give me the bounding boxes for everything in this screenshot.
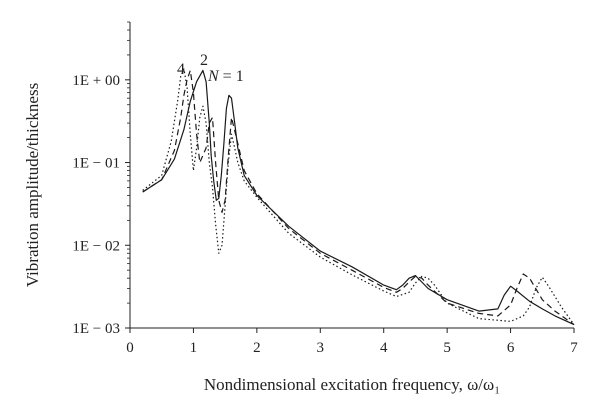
x-tick-label: 5: [443, 340, 451, 356]
x-tick-label: 1: [190, 340, 198, 356]
series-line-2: [142, 69, 575, 326]
x-tick-label: 7: [570, 340, 578, 356]
y-tick-label: 1E − 03: [72, 321, 120, 337]
x-tick-label: 2: [253, 340, 261, 356]
y-tick-label: 1E − 01: [72, 156, 120, 172]
x-tick-label: 4: [380, 340, 388, 356]
y-axis-label: Vibration amplitude/thickness: [23, 83, 42, 287]
series-label-2: 2: [200, 52, 208, 69]
axes: 0 1 2 3 4 5 6 7 1E + 00 1E − 01 1E − 02 1E − 03: [72, 21, 578, 356]
plot-area: 42N = 1: [142, 52, 575, 326]
x-tick-label: 0: [126, 340, 134, 356]
y-tick-label: 1E − 02: [72, 238, 120, 254]
series-label-4: 4: [177, 61, 185, 78]
series-label-n1: N = 1: [207, 68, 244, 85]
labels: Nondimensional excitation frequency, ω/ω…: [23, 83, 500, 394]
series-line-n-1: [142, 69, 575, 326]
x-axis-label: Nondimensional excitation frequency, ω/ω…: [204, 375, 500, 394]
x-tick-label: 6: [507, 340, 515, 356]
x-tick-label: 3: [317, 340, 325, 356]
y-tick-label: 1E + 00: [72, 73, 120, 89]
series-line-4: [142, 68, 575, 325]
